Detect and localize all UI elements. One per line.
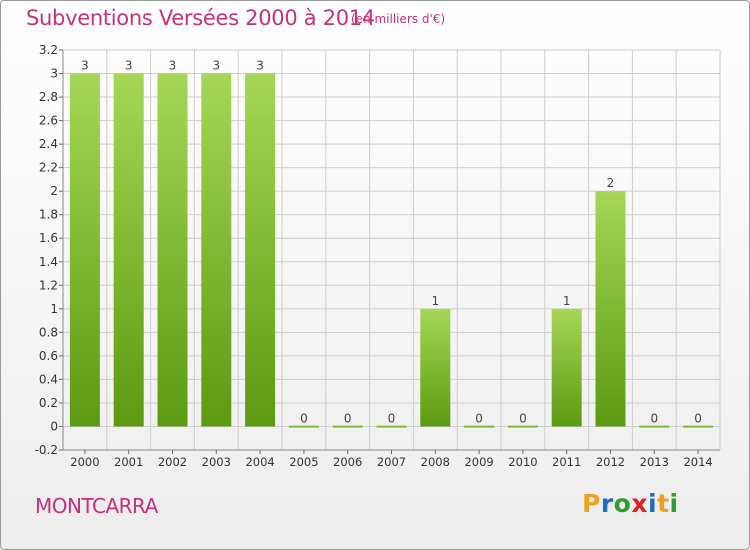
x-tick-label: 2013 <box>640 455 669 469</box>
logo-letter: r <box>600 489 614 518</box>
x-tick-label: 2006 <box>333 455 362 469</box>
bar <box>201 73 232 427</box>
y-tick-label: 0.4 <box>39 372 58 386</box>
bar <box>113 73 144 427</box>
x-tick-label: 2012 <box>596 455 625 469</box>
y-tick-label: 1.2 <box>39 278 58 292</box>
y-tick-label: 2.6 <box>39 114 58 128</box>
logo-letter: i <box>648 489 658 518</box>
y-tick-label: 1.8 <box>39 208 58 222</box>
x-tick-label: 2000 <box>70 455 99 469</box>
logo-letter: o <box>613 489 632 518</box>
y-tick-label: 1.4 <box>39 255 58 269</box>
data-label: 0 <box>519 411 527 425</box>
data-label: 0 <box>344 411 352 425</box>
x-tick-label: 2004 <box>245 455 274 469</box>
logo-letter: t <box>657 489 670 518</box>
y-tick-label: -0.2 <box>35 443 58 457</box>
data-label: 0 <box>300 411 308 425</box>
labels: -0.2 0 0.2 0.4 0.6 0.8 1 1.2 1.4 1.6 1.8 2 2.2 2.4 2.6… <box>35 43 713 469</box>
chart-title: Subventions Versées 2000 à 2014 <box>26 6 375 30</box>
commune-name: MONTCARRA <box>35 494 158 518</box>
bar <box>683 425 714 428</box>
x-tick-label: 2009 <box>464 455 493 469</box>
y-tick-label: 2.4 <box>39 137 58 151</box>
chart-unit: (en milliers d'€) <box>351 12 446 26</box>
bar <box>376 425 407 428</box>
logo-letter: i <box>669 489 679 518</box>
bar <box>69 73 100 427</box>
data-label: 1 <box>431 294 439 308</box>
y-tick-label: 1 <box>50 302 58 316</box>
bar <box>595 191 626 427</box>
data-label: 3 <box>81 59 89 73</box>
data-label: 1 <box>563 294 571 308</box>
y-tick-label: 0.8 <box>39 325 58 339</box>
x-tick-label: 2002 <box>158 455 187 469</box>
x-tick-label: 2008 <box>421 455 450 469</box>
data-label: 3 <box>169 59 177 73</box>
y-tick-label: 2 <box>50 184 58 198</box>
bar <box>157 73 188 427</box>
y-tick-label: 2.8 <box>39 90 58 104</box>
x-tick-label: 2005 <box>289 455 318 469</box>
bar <box>288 425 319 428</box>
bar <box>245 73 276 427</box>
y-tick-label: 2.2 <box>39 161 58 175</box>
data-label: 0 <box>694 411 702 425</box>
bar <box>332 425 363 428</box>
y-tick-label: 0.6 <box>39 349 58 363</box>
bar <box>464 425 495 428</box>
logo-letter: P <box>582 489 601 518</box>
axes <box>59 49 720 454</box>
x-tick-label: 2007 <box>377 455 406 469</box>
data-label: 3 <box>125 59 133 73</box>
data-label: 2 <box>607 176 615 190</box>
x-tick-label: 2003 <box>202 455 231 469</box>
y-tick-label: 0 <box>50 419 58 433</box>
y-tick-label: 3 <box>50 67 58 81</box>
bar <box>507 425 538 428</box>
data-label: 3 <box>212 59 220 73</box>
bar <box>551 308 582 427</box>
x-tick-label: 2014 <box>683 455 712 469</box>
x-tick-label: 2011 <box>552 455 581 469</box>
x-tick-label: 2001 <box>114 455 143 469</box>
data-label: 0 <box>650 411 658 425</box>
bar <box>639 425 670 428</box>
logo-letter: x <box>631 489 648 518</box>
data-label: 3 <box>256 59 264 73</box>
y-tick-label: 3.2 <box>39 43 58 57</box>
bar <box>420 308 451 427</box>
data-label: 0 <box>475 411 483 425</box>
y-tick-label: 0.2 <box>39 396 58 410</box>
proxiti-logo[interactable]: Proxiti <box>582 489 679 518</box>
bars <box>69 73 714 428</box>
data-label: 0 <box>388 411 396 425</box>
x-tick-label: 2010 <box>508 455 537 469</box>
y-tick-label: 1.6 <box>39 231 58 245</box>
